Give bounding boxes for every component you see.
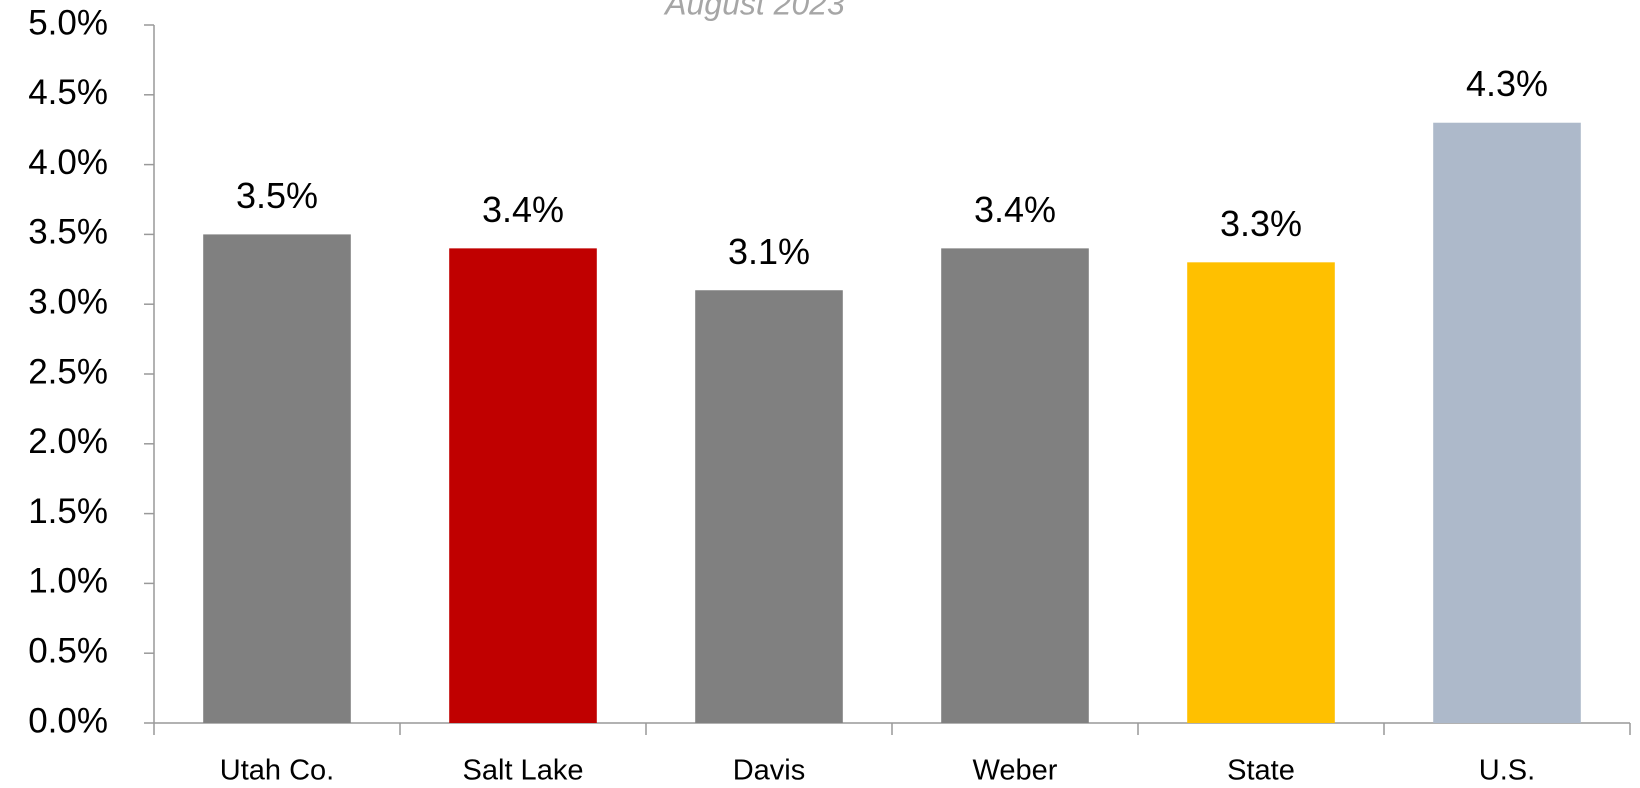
y-tick-label: 2.0%: [28, 422, 108, 461]
y-tick-label: 4.5%: [28, 73, 108, 112]
x-tick-label: Utah Co.: [220, 755, 334, 787]
y-tick-label: 5.0%: [28, 3, 108, 42]
y-tick-label: 0.0%: [28, 701, 108, 740]
y-tick-label: 3.0%: [28, 282, 108, 321]
y-tick-label: 2.5%: [28, 352, 108, 391]
bar: [1187, 262, 1335, 723]
bar: [695, 290, 843, 723]
x-tick-label: State: [1227, 755, 1295, 787]
bar: [941, 248, 1089, 724]
data-label: 3.4%: [482, 189, 564, 230]
y-tick-label: 4.0%: [28, 143, 108, 182]
x-tick-label: Davis: [733, 755, 806, 787]
x-tick-label: Weber: [973, 755, 1058, 787]
data-label: 3.1%: [728, 231, 810, 272]
bar: [449, 248, 597, 724]
data-label: 4.3%: [1466, 63, 1548, 104]
x-tick-label: Salt Lake: [463, 755, 584, 787]
y-tick-label: 1.0%: [28, 562, 108, 601]
data-label: 3.3%: [1220, 203, 1302, 244]
x-tick-label: U.S.: [1479, 755, 1535, 787]
bar: [203, 234, 351, 723]
y-tick-label: 0.5%: [28, 631, 108, 670]
chart-title: August 2023: [663, 0, 845, 21]
y-tick-label: 1.5%: [28, 492, 108, 531]
data-label: 3.4%: [974, 189, 1056, 230]
y-tick-label: 3.5%: [28, 213, 108, 252]
bar: [1433, 122, 1581, 724]
data-label: 3.5%: [236, 175, 318, 216]
